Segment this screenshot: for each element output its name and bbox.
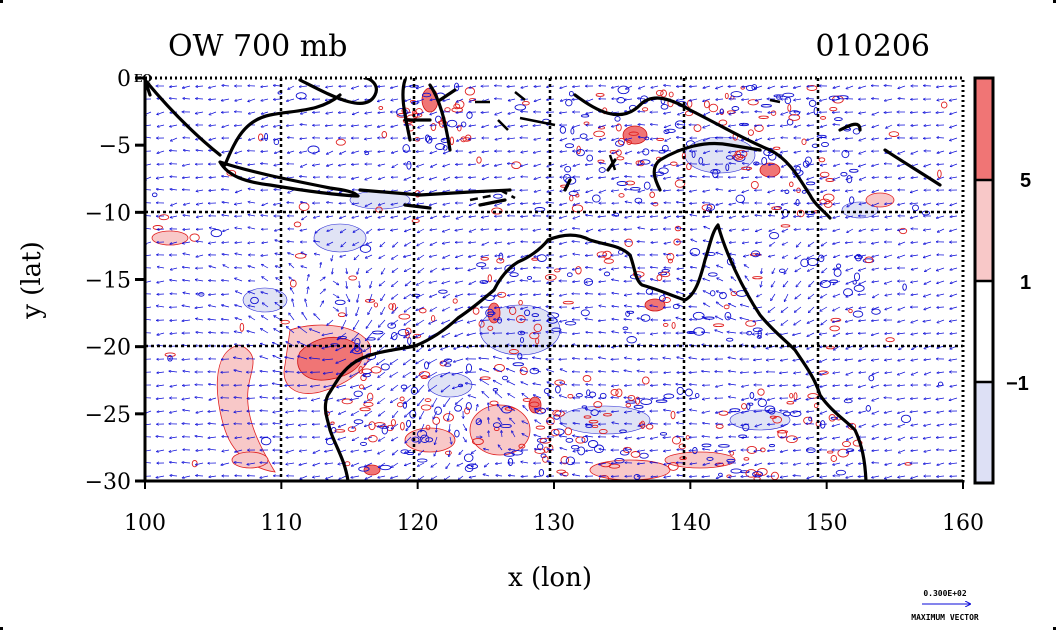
lat-lon-grid xyxy=(145,78,963,481)
wind-vectors xyxy=(145,85,958,481)
x-tick-label: 120 xyxy=(397,511,439,536)
vector-scale-key: 0.300E+02 MAXIMUM VECTOR xyxy=(911,589,979,622)
x-tick-label: 150 xyxy=(806,511,848,536)
map-panel xyxy=(143,76,965,483)
vector-scale-value: 0.300E+02 xyxy=(923,589,967,598)
x-tick-label: 160 xyxy=(942,511,984,536)
colorbar-band-neutral xyxy=(975,281,993,382)
x-tick-label: 140 xyxy=(669,511,711,536)
y-tick-label: −30 xyxy=(85,470,131,495)
y-tick-label: −10 xyxy=(85,201,131,226)
vector-scale-label: MAXIMUM VECTOR xyxy=(911,613,979,622)
x-tick-label: 110 xyxy=(260,511,302,536)
x-axis-ticks: 100 110 120 130 140 150 160 xyxy=(124,481,984,536)
colorbar-band-strong-positive xyxy=(975,78,993,180)
y-tick-label: −5 xyxy=(99,134,131,159)
map-date: 010206 xyxy=(815,29,930,64)
y-tick-label: 0 xyxy=(117,67,131,92)
colorbar-label-5: 5 xyxy=(1020,170,1031,192)
x-tick-label: 130 xyxy=(533,511,575,536)
colorbar-band-negative xyxy=(975,382,993,483)
colorbar-band-positive xyxy=(975,180,993,281)
y-tick-label: −15 xyxy=(85,269,131,294)
x-tick-label: 100 xyxy=(124,511,166,536)
y-tick-label: −20 xyxy=(85,336,131,361)
colorbar-label-1: 1 xyxy=(1020,272,1031,294)
y-tick-label: −25 xyxy=(85,403,131,428)
y-axis-ticks: 0 −5 −10 −15 −20 −25 −30 xyxy=(85,67,145,495)
colorbar: 5 1 −1 xyxy=(973,76,1031,485)
map-title: OW 700 mb xyxy=(168,29,347,64)
colorbar-label-minus1: −1 xyxy=(1006,373,1029,395)
x-axis-label: x (lon) xyxy=(508,563,592,593)
islands xyxy=(469,91,781,202)
y-axis-label: y (lat) xyxy=(17,241,47,320)
